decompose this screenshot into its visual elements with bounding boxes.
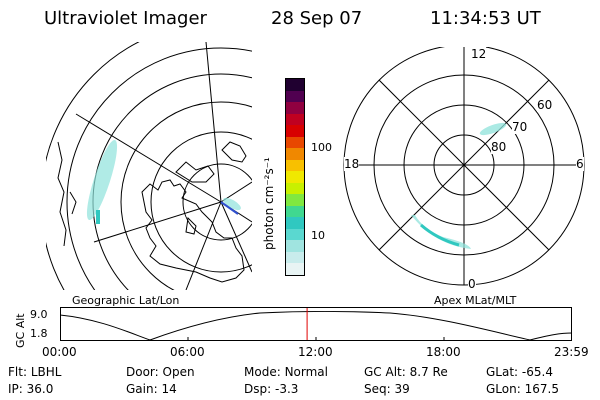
altitude-axis-label: GC Alt	[14, 313, 27, 348]
mlt-label-12: 12	[471, 47, 487, 61]
colorbar-segment	[286, 90, 304, 103]
colorbar	[285, 78, 305, 276]
status-gain: Gain: 14	[126, 382, 177, 396]
status-filter: Flt: LBHL	[8, 365, 62, 379]
colorbar-segment	[286, 263, 304, 275]
status-mode: Mode: Normal	[244, 365, 328, 379]
altitude-tick-1-8: 1.8	[30, 327, 48, 340]
status-glon: GLon: 167.5	[486, 382, 559, 396]
colorbar-segment	[286, 113, 304, 126]
mlt-label-6: 6	[576, 157, 584, 171]
time-tick-1200: 12:00	[298, 345, 333, 359]
colorbar-tick-100: 100	[311, 141, 332, 154]
geographic-map	[46, 42, 252, 290]
colorbar-segment	[286, 148, 304, 160]
colorbar-segment	[286, 205, 304, 218]
geographic-panel-label: Geographic Lat/Lon	[72, 294, 180, 307]
time-tick-1800: 18:00	[426, 345, 461, 359]
aurora-oval-emission	[411, 122, 507, 249]
colorbar-segment	[286, 125, 304, 137]
time-tick-0000: 00:00	[42, 345, 77, 359]
apex-panel-label: Apex MLat/MLT	[434, 294, 517, 307]
status-ip: IP: 36.0	[8, 382, 54, 396]
colorbar-segment	[286, 251, 304, 264]
altitude-plot	[60, 307, 572, 341]
colorbar-segment	[286, 171, 304, 183]
colorbar-segment	[286, 228, 304, 241]
colorbar-segment	[286, 240, 304, 252]
time-label: 11:34:53 UT	[430, 8, 541, 29]
colorbar-tick-10: 10	[311, 229, 325, 242]
status-seq: Seq: 39	[364, 382, 410, 396]
colorbar-segment	[286, 159, 304, 172]
mlt-label-18: 18	[344, 157, 360, 171]
aurora-emission	[86, 139, 241, 221]
colorbar-segment	[286, 182, 304, 195]
polar-mlt-plot	[343, 47, 585, 286]
mlat-label-70: 70	[512, 120, 528, 134]
instrument-title: Ultraviolet Imager	[44, 8, 207, 29]
colorbar-segment	[286, 194, 304, 206]
date-label: 28 Sep 07	[271, 8, 363, 29]
mlat-label-60: 60	[537, 98, 553, 112]
status-gc-alt: GC Alt: 8.7 Re	[364, 365, 448, 379]
status-dsp: Dsp: -3.3	[244, 382, 299, 396]
status-door: Door: Open	[126, 365, 195, 379]
colorbar-segment	[286, 136, 304, 149]
colorbar-segment	[286, 102, 304, 114]
altitude-tick-9: 9.0	[30, 308, 48, 321]
colorbar-segment	[286, 78, 304, 91]
status-glat: GLat: -65.4	[486, 365, 553, 379]
colorbar-unit-label: photon cm⁻²s⁻¹	[262, 157, 276, 250]
colorbar-segment	[286, 217, 304, 229]
mlat-label-80: 80	[491, 140, 507, 154]
time-tick-0600: 06:00	[170, 345, 205, 359]
mlt-label-0: 0	[468, 277, 476, 291]
time-tick-2359: 23:59	[554, 345, 589, 359]
